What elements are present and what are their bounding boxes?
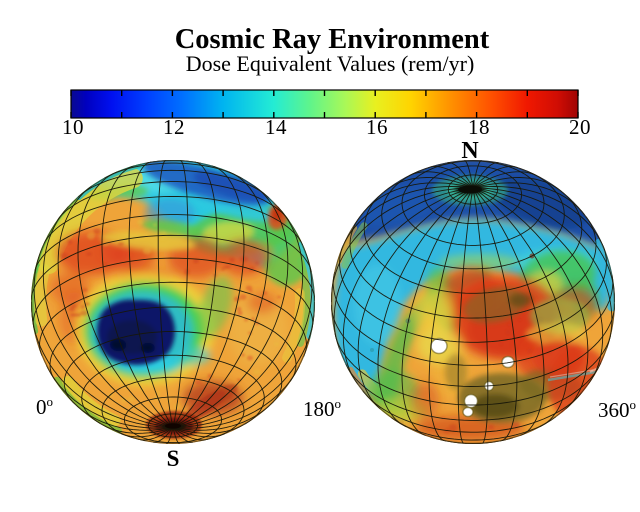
svg-text:16: 16 — [366, 115, 388, 139]
svg-text:N: N — [461, 138, 479, 164]
svg-text:20: 20 — [569, 115, 591, 139]
svg-text:18: 18 — [468, 115, 490, 139]
svg-text:Cosmic Ray Environment: Cosmic Ray Environment — [175, 24, 490, 55]
svg-text:S: S — [167, 446, 180, 471]
svg-text:10: 10 — [62, 115, 84, 139]
svg-text:14: 14 — [265, 115, 287, 139]
svg-text:12: 12 — [163, 115, 185, 139]
svg-text:Dose Equivalent Values (rem/yr: Dose Equivalent Values (rem/yr) — [186, 51, 475, 76]
